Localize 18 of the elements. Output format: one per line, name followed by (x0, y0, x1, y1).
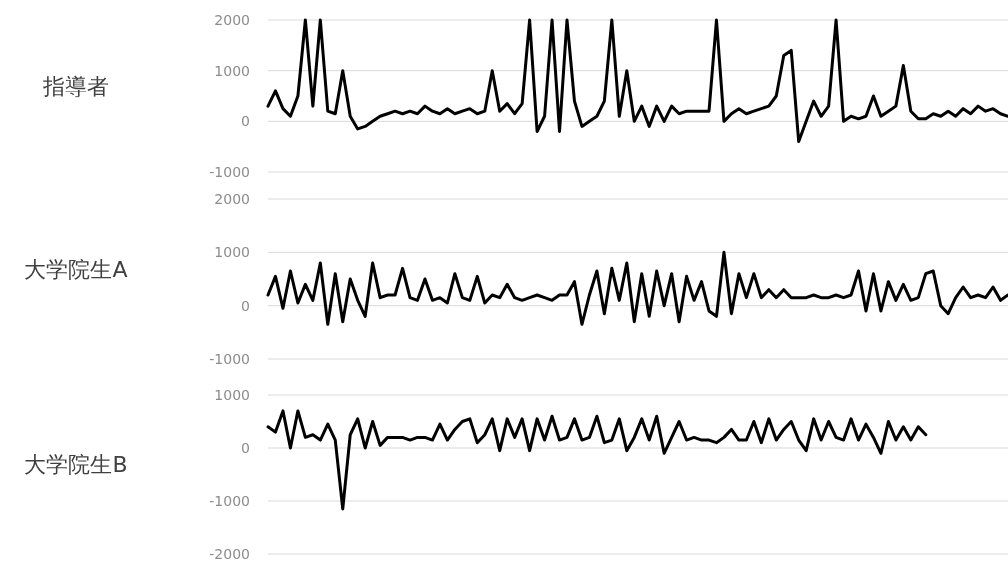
y-tick-label: 2000 (214, 191, 250, 207)
y-tick-label: -1000 (209, 164, 250, 180)
y-tick-label: 1000 (214, 387, 250, 403)
y-tick-label: 2000 (214, 12, 250, 28)
line-series (266, 18, 1008, 144)
y-tick-label: 0 (241, 297, 250, 314)
y-tick-label: 0 (241, 440, 250, 456)
y-tick-label: -1000 (209, 493, 250, 509)
y-tick-label: 1000 (214, 62, 250, 79)
y-tick-label: -2000 (209, 546, 250, 562)
line-series (266, 409, 928, 511)
y-tick-label: -1000 (209, 351, 250, 367)
line-series (266, 250, 1008, 326)
y-axis-title: 大学院生A (24, 256, 128, 282)
y-axis-title: 大学院生B (24, 452, 128, 477)
y-tick-label: 1000 (214, 244, 250, 261)
y-axis-title: 指導者 (42, 73, 109, 99)
y-tick-label: 0 (241, 113, 250, 130)
